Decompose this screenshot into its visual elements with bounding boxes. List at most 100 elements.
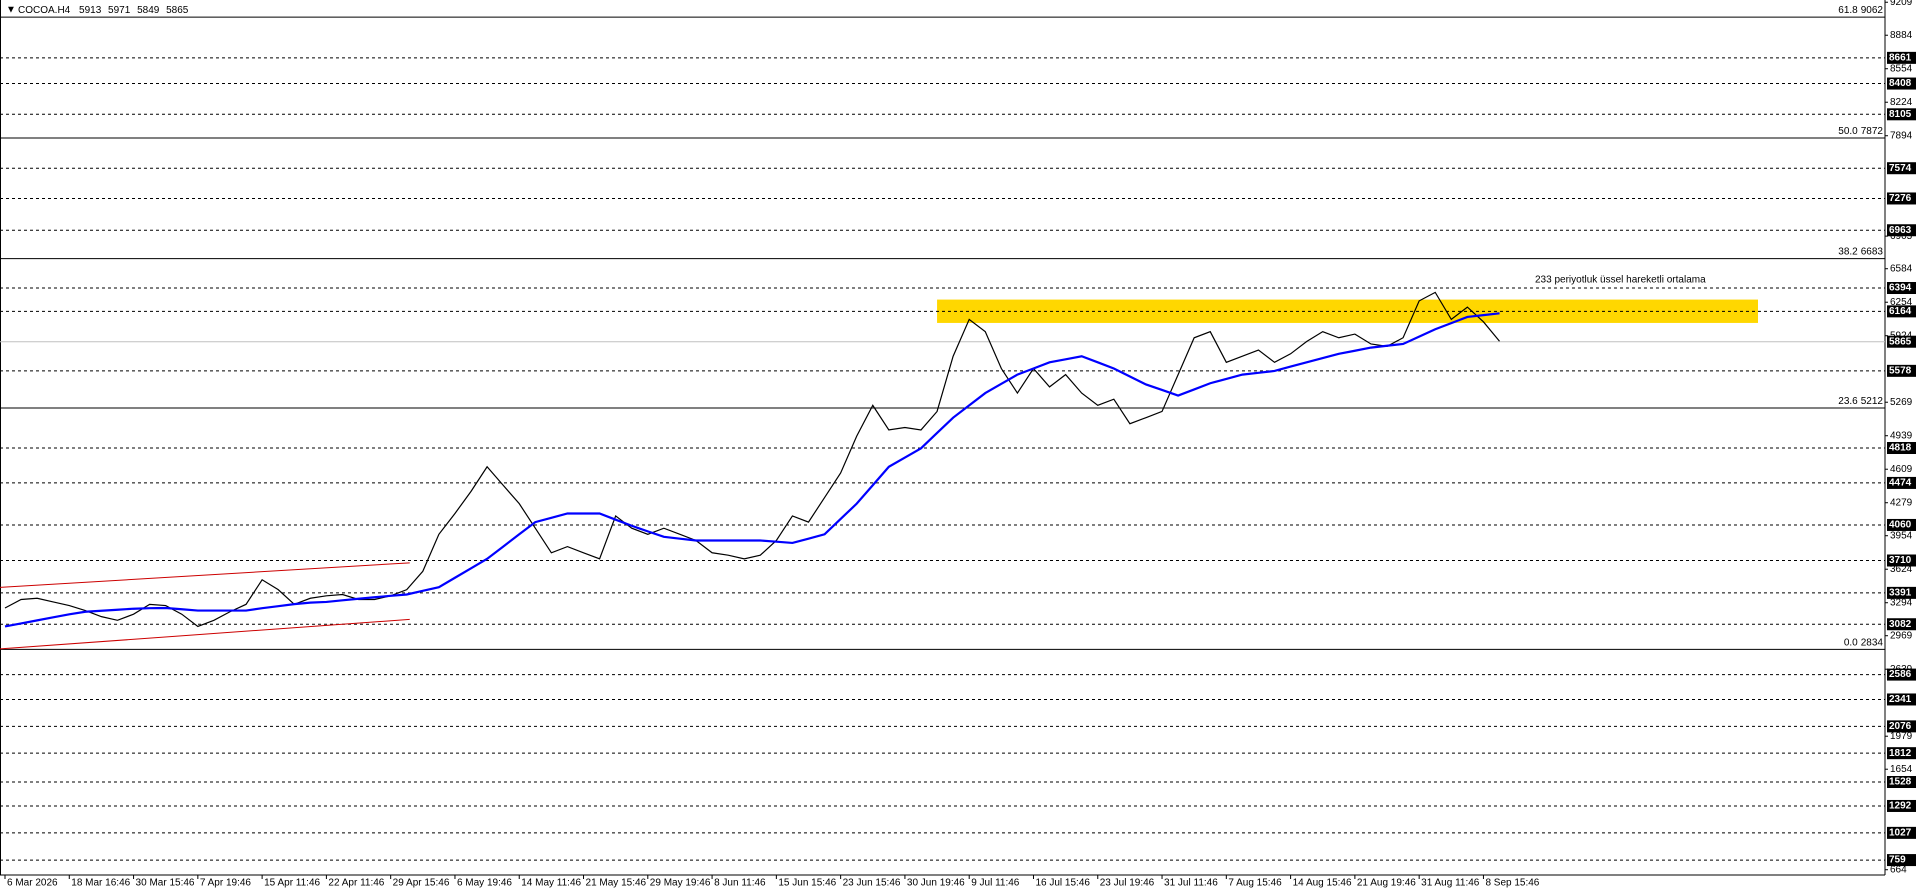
ema-annotation: 233 periyotluk üssel hareketli ortalama <box>1535 275 1706 286</box>
x-tick-label: 14 May 11:46 <box>521 878 581 888</box>
level-label: 5578 <box>1889 365 1912 376</box>
level-box <box>1887 826 1916 839</box>
level-box <box>1887 476 1916 489</box>
x-tick-label: 14 Aug 15:46 <box>1293 878 1352 888</box>
x-tick-label: 23 Jun 15:46 <box>843 878 901 888</box>
level-label: 2341 <box>1889 694 1912 705</box>
y-tick-label: 6254 <box>1890 297 1913 308</box>
channel-line <box>0 618 410 650</box>
x-tick-label: 18 Mar 16:46 <box>71 878 130 888</box>
high: 5971 <box>108 5 131 16</box>
fib-ratio: 50.0 <box>1838 126 1858 137</box>
y-tick-label: 3294 <box>1890 597 1913 608</box>
x-tick-label: 29 May 19:46 <box>650 878 711 888</box>
level-label: 3082 <box>1889 619 1912 630</box>
level-box <box>1887 854 1916 867</box>
y-tick-label: 4609 <box>1890 464 1913 475</box>
y-tick-label: 1979 <box>1890 731 1913 742</box>
level-label: 759 <box>1889 855 1906 866</box>
x-tick-label: 15 Jun 15:46 <box>778 878 836 888</box>
collapse-icon: ▼ <box>6 5 16 16</box>
x-tick-label: 8 Jun 11:46 <box>714 878 766 888</box>
low: 5849 <box>137 5 160 16</box>
fib-ratio: 38.2 <box>1838 246 1858 257</box>
y-tick-label: 8554 <box>1890 63 1913 74</box>
y-tick-label: 5269 <box>1890 397 1913 408</box>
level-box <box>1887 305 1916 318</box>
level-label: 2076 <box>1889 721 1912 732</box>
level-label: 1528 <box>1889 777 1912 788</box>
x-tick-label: 22 Apr 11:46 <box>328 878 384 888</box>
level-box <box>1887 586 1916 599</box>
x-tick-label: 31 Jul 11:46 <box>1164 878 1218 888</box>
x-tick-label: 15 Apr 11:46 <box>264 878 320 888</box>
fib-label: 38.2 6683 <box>1838 246 1883 257</box>
level-box <box>1887 747 1916 760</box>
fib-value: 7872 <box>1861 126 1884 137</box>
level-box <box>1887 77 1916 90</box>
y-tick-label: 2969 <box>1890 630 1913 641</box>
level-label: 6164 <box>1889 306 1912 317</box>
ema-line <box>4 312 1500 628</box>
level-box <box>1887 720 1916 733</box>
x-tick-label: 8 Sep 15:46 <box>1485 878 1539 888</box>
level-label: 7574 <box>1889 163 1912 174</box>
y-tick-label: 3624 <box>1890 564 1913 575</box>
open: 5913 <box>79 5 102 16</box>
level-box <box>1887 192 1916 205</box>
level-box <box>1887 693 1916 706</box>
level-label: 1027 <box>1889 828 1912 839</box>
price-line-series <box>4 291 1500 628</box>
level-box <box>1887 776 1916 789</box>
current-price-label: 5865 <box>1889 336 1912 347</box>
level-box <box>1887 799 1916 812</box>
x-tick-label: 6 Mar 2026 <box>7 878 58 888</box>
level-box <box>1887 364 1916 377</box>
level-label: 3391 <box>1889 588 1912 599</box>
fib-label: 50.0 7872 <box>1838 126 1883 137</box>
y-tick-label: 6584 <box>1890 263 1913 274</box>
level-box <box>1887 618 1916 631</box>
y-tick-label: 7894 <box>1890 130 1913 141</box>
x-tick-label: 21 Aug 19:46 <box>1357 878 1416 888</box>
x-tick-label: 6 May 19:46 <box>457 878 512 888</box>
level-box <box>1887 518 1916 531</box>
level-box <box>1887 668 1916 681</box>
x-tick-label: 30 Jun 19:46 <box>907 878 965 888</box>
level-label: 2586 <box>1889 669 1912 680</box>
level-box <box>1887 108 1916 121</box>
x-tick-label: 29 Apr 15:46 <box>393 878 450 888</box>
fib-value: 6683 <box>1861 246 1884 257</box>
fib-value: 9062 <box>1861 5 1884 16</box>
y-tick-label: 8884 <box>1890 30 1913 41</box>
y-tick-label: 6905 <box>1890 231 1913 242</box>
level-label: 4060 <box>1889 520 1912 531</box>
level-label: 8661 <box>1889 53 1912 64</box>
level-label: 6963 <box>1889 225 1912 236</box>
y-tick-label: 8224 <box>1890 97 1913 108</box>
level-label: 1292 <box>1889 801 1912 812</box>
resistance-zone <box>937 299 1758 323</box>
fib-ratio: 0.0 <box>1844 637 1858 648</box>
level-label: 4818 <box>1889 443 1912 454</box>
y-tick-label: 9209 <box>1890 0 1913 8</box>
fib-ratio: 61.8 <box>1838 5 1858 16</box>
level-label: 7276 <box>1889 193 1912 204</box>
y-tick-label: 1654 <box>1890 764 1913 775</box>
chart-header: COCOA.H4 5913 5971 5849 5865 <box>18 5 189 16</box>
level-box <box>1887 442 1916 455</box>
fib-label: 61.8 9062 <box>1838 5 1883 16</box>
x-tick-label: 7 Apr 19:46 <box>200 878 252 888</box>
y-tick-label: 664 <box>1890 864 1907 875</box>
level-box <box>1887 224 1916 237</box>
x-tick-label: 31 Aug 11:46 <box>1421 878 1480 888</box>
level-box <box>1887 282 1916 295</box>
fib-value: 5212 <box>1861 396 1884 407</box>
level-label: 6394 <box>1889 283 1912 294</box>
y-tick-label: 4939 <box>1890 430 1913 441</box>
level-label: 1812 <box>1889 748 1912 759</box>
